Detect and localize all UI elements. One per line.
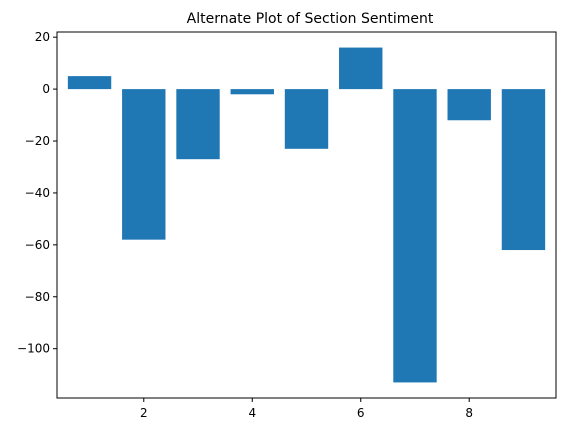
- bar-2: [122, 89, 166, 240]
- x-tick-label: 8: [465, 406, 473, 420]
- bar-7: [393, 89, 437, 383]
- bar-8: [447, 89, 491, 121]
- y-tick-label: −20: [25, 134, 50, 148]
- bar-3: [176, 89, 220, 160]
- chart-title: Alternate Plot of Section Sentiment: [187, 11, 434, 27]
- y-tick-label: −40: [25, 186, 50, 200]
- x-tick-label: 6: [357, 406, 365, 420]
- y-tick-label: −80: [25, 290, 50, 304]
- y-tick-label: −60: [25, 238, 50, 252]
- axes-group: 2 4 6 8 20 0 −20 −40 −60 −80 −100: [17, 30, 557, 420]
- bars-group: [67, 47, 546, 383]
- bar-1: [67, 76, 112, 90]
- bar-6: [339, 47, 383, 90]
- y-tick-label: −100: [17, 342, 50, 356]
- plot-frame: [56, 31, 557, 399]
- bar-5: [284, 89, 329, 149]
- y-tick-label: 0: [42, 82, 50, 96]
- y-tick-label: 20: [35, 30, 50, 44]
- x-tick-label: 2: [140, 406, 148, 420]
- bar-9: [501, 89, 546, 251]
- x-tick-label: 4: [248, 406, 256, 420]
- bar-4: [230, 89, 274, 95]
